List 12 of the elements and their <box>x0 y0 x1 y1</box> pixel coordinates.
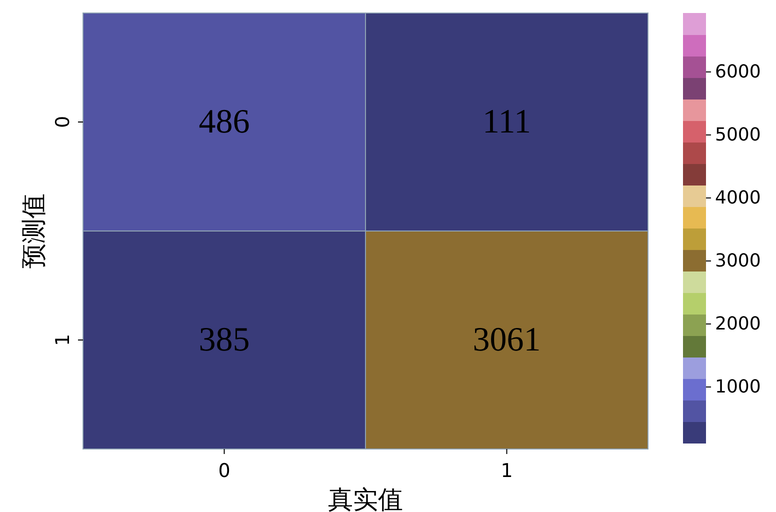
x-axis-title: 真实值 <box>328 485 403 512</box>
data-label: 111 <box>482 104 531 140</box>
color-bar-label: 4000 <box>715 187 761 208</box>
data-label: 486 <box>198 104 250 140</box>
color-bar-label: 1000 <box>715 376 761 398</box>
data-label: 385 <box>198 322 250 358</box>
color-bar-label: 6000 <box>715 61 761 82</box>
data-label: 3061 <box>472 322 541 358</box>
y-axis-title: 预测值 <box>19 194 48 268</box>
color-bar-label: 2000 <box>715 313 761 334</box>
color-bar-label: 5000 <box>715 124 761 146</box>
color-bar-label: 3000 <box>715 250 761 272</box>
